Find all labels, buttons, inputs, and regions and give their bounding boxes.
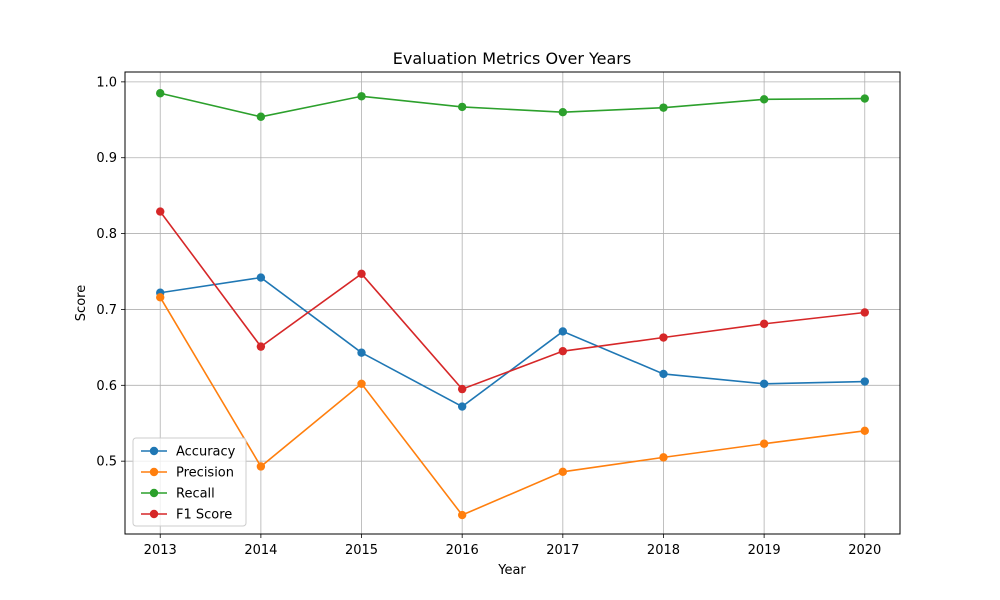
data-point-f1-score (457, 384, 467, 394)
grid (125, 72, 900, 534)
data-point-precision (659, 453, 668, 462)
data-point-f1-score (256, 342, 266, 351)
x-tick-label: 2018 (647, 543, 680, 558)
x-axis-label: Year (497, 563, 526, 578)
legend-box (132, 437, 247, 527)
data-point-precision (156, 293, 165, 302)
x-tick-label: 2013 (144, 543, 177, 558)
data-point-recall (357, 92, 366, 101)
data-point-recall (457, 102, 467, 112)
data-point-accuracy (357, 348, 366, 357)
data-point-accuracy (860, 377, 869, 386)
y-axis-label: Score (74, 285, 89, 321)
data-point-accuracy (457, 402, 467, 411)
x-tick-label: 2017 (546, 543, 579, 558)
data-point-precision (457, 510, 467, 520)
y-tick-label: 1.0 (96, 75, 117, 90)
x-tick-label: 2019 (748, 543, 781, 558)
x-tick-label: 2014 (244, 543, 277, 558)
legend-marker (149, 509, 159, 519)
x-tick-label: 2020 (848, 543, 881, 558)
data-point-precision (256, 462, 266, 471)
series-line-accuracy (160, 276, 865, 408)
data-point-accuracy (659, 369, 668, 379)
data-point-recall (156, 89, 165, 98)
data-point-recall (659, 103, 668, 112)
legend-label: Recall (176, 487, 215, 502)
series-line-precision (159, 296, 865, 517)
legend-marker (149, 446, 159, 456)
data-point-f1-score (558, 346, 568, 356)
y-tick-label: 0.6 (96, 379, 117, 394)
legend: Accuracy Precision Recall F1 Score (132, 437, 247, 527)
data-point-recall (256, 112, 266, 121)
data-point-f1-score (759, 319, 769, 329)
data-point-precision (357, 379, 366, 388)
data-point-precision (759, 439, 769, 448)
y-tick-label: 0.9 (96, 151, 117, 166)
plot-area (124, 71, 901, 535)
legend-label: Precision (176, 466, 234, 481)
legend-marker (149, 467, 159, 477)
y-tick-label: 0.5 (96, 455, 117, 470)
data-point-accuracy (256, 273, 266, 282)
x-axis: 2013 2014 2015 2016 2017 2018 2019 2020 (144, 534, 881, 558)
data-point-recall (558, 108, 568, 117)
data-point-f1-score (357, 269, 366, 278)
data-point-recall (759, 95, 769, 104)
data-point-f1-score (860, 308, 869, 317)
legend-marker (149, 488, 159, 498)
x-tick-label: 2015 (345, 543, 378, 558)
legend-label: F1 Score (176, 508, 232, 523)
y-axis: 0.5 0.6 0.7 0.8 0.9 1.0 (96, 75, 125, 470)
y-tick-label: 0.8 (96, 227, 117, 242)
data-point-f1-score (156, 207, 165, 216)
data-point-precision (558, 467, 568, 476)
series-line-recall (160, 92, 865, 118)
data-point-f1-score (659, 333, 668, 342)
y-tick-label: 0.7 (96, 303, 117, 318)
data-point-accuracy (558, 327, 568, 336)
chart-title: Evaluation Metrics Over Years (393, 49, 631, 68)
x-tick-label: 2016 (446, 543, 479, 558)
series-group (156, 89, 869, 520)
data-point-precision (860, 426, 869, 436)
series-line-f1-score (159, 211, 865, 391)
legend-label: Accuracy (176, 445, 236, 460)
data-point-recall (860, 94, 869, 103)
data-point-accuracy (759, 379, 769, 388)
